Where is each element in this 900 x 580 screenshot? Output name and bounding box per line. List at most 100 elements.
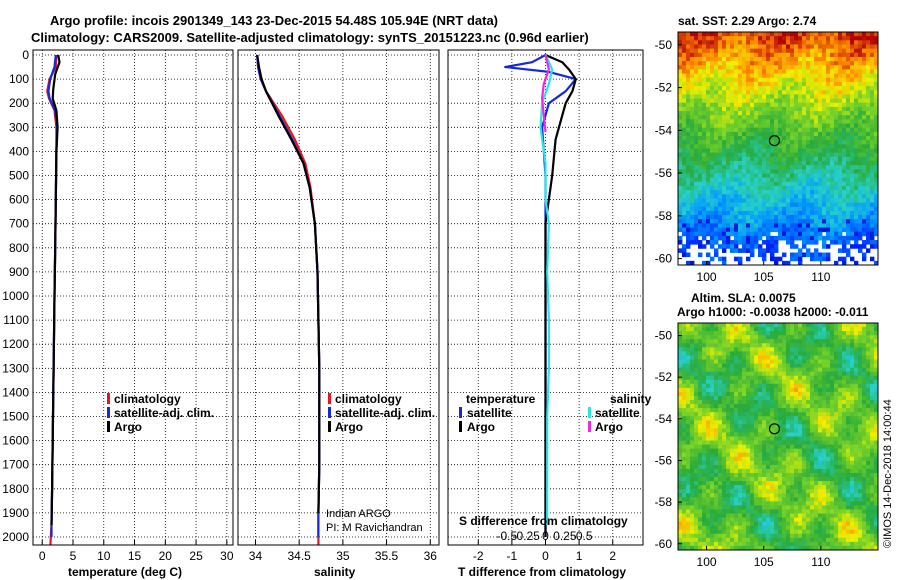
heatmap-cell — [702, 408, 707, 413]
heatmap-cell — [838, 185, 843, 191]
heatmap-cell — [730, 131, 735, 137]
heatmap-cell — [734, 235, 739, 241]
heatmap-cell — [730, 456, 735, 462]
heatmap-cell — [722, 210, 727, 216]
heatmap-cell — [842, 215, 847, 220]
heatmap-cell — [698, 136, 703, 141]
heatmap-cell — [854, 477, 859, 482]
heatmap-cell — [798, 351, 803, 356]
heatmap-cell — [678, 86, 683, 91]
heatmap-cell — [870, 375, 875, 381]
heatmap-cell — [818, 190, 823, 195]
heatmap-cell — [850, 36, 855, 41]
heatmap-cell — [754, 219, 759, 224]
heatmap-cell — [870, 383, 875, 389]
legend-swatch-s-argo — [588, 421, 591, 432]
heatmap-cell — [822, 61, 827, 66]
heatmap-cell — [818, 94, 823, 99]
heatmap-cell — [838, 464, 843, 470]
heatmap-cell — [850, 61, 855, 66]
heatmap-cell — [774, 56, 779, 62]
heatmap-cell — [814, 485, 819, 490]
heatmap-cell — [846, 335, 851, 340]
heatmap-cell — [686, 56, 691, 62]
heatmap-cell — [850, 190, 855, 195]
heatmap-cell — [802, 440, 807, 445]
heatmap-cell — [706, 185, 711, 191]
heatmap-cell — [790, 460, 795, 466]
heatmap-cell — [714, 367, 719, 373]
heatmap-cell — [870, 464, 875, 470]
heatmap-cell — [854, 44, 859, 50]
heatmap-cell — [686, 468, 691, 474]
heatmap-cell — [830, 36, 835, 41]
heatmap-cell — [714, 404, 719, 409]
heatmap-cell — [854, 335, 859, 340]
heatmap-cell — [842, 335, 847, 340]
heatmap-cell — [814, 44, 819, 50]
heatmap-cell — [726, 61, 731, 66]
heatmap-cell — [818, 169, 823, 174]
heatmap-cell — [790, 485, 795, 490]
heatmap-cell — [778, 339, 783, 344]
heatmap-cell — [822, 355, 827, 360]
heatmap-cell — [730, 387, 735, 393]
heatmap-cell — [810, 227, 815, 233]
heatmap-cell — [846, 127, 851, 133]
heatmap-cell — [690, 123, 695, 129]
heatmap-cell — [738, 391, 743, 397]
heatmap-cell — [678, 48, 683, 54]
heatmap-cell — [842, 400, 847, 405]
heatmap-cell — [738, 181, 743, 187]
heatmap-cell — [734, 90, 739, 95]
heatmap-cell — [710, 136, 715, 141]
heatmap-cell — [718, 468, 723, 474]
heatmap-cell — [794, 343, 799, 348]
heatmap-cell — [738, 387, 743, 393]
heatmap-cell — [750, 177, 755, 183]
heatmap-cell — [842, 177, 847, 183]
heatmap-cell — [830, 375, 835, 381]
heatmap-cell — [806, 391, 811, 397]
heatmap-cell — [698, 493, 703, 498]
heatmap-cell — [870, 98, 875, 104]
heatmap-cell — [690, 40, 695, 45]
heatmap-cell — [806, 36, 811, 41]
heatmap-cell — [770, 81, 775, 87]
heatmap-cell — [714, 444, 719, 450]
heatmap-cell — [786, 477, 791, 482]
heatmap-cell — [866, 206, 871, 212]
heatmap-cell — [850, 136, 855, 141]
heatmap-cell — [690, 160, 695, 166]
heatmap-cell — [746, 420, 751, 425]
heatmap-cell — [750, 395, 755, 401]
heatmap-cell — [774, 219, 779, 224]
s-tick-label: 0.25 — [553, 529, 577, 543]
heatmap-cell — [778, 379, 783, 385]
heatmap-cell — [694, 420, 699, 425]
heatmap-cell — [682, 436, 687, 441]
heatmap-cell — [750, 90, 755, 95]
heatmap-cell — [734, 387, 739, 393]
heatmap-cell — [790, 404, 795, 409]
heatmap-cell — [874, 156, 879, 162]
heatmap-cell — [814, 185, 819, 191]
heatmap-cell — [810, 371, 815, 377]
heatmap-cell — [778, 391, 783, 397]
heatmap-cell — [678, 52, 683, 58]
heatmap-cell — [842, 379, 847, 385]
heatmap-cell — [818, 52, 823, 58]
heatmap-cell — [790, 36, 795, 41]
heatmap-cell — [726, 156, 731, 162]
heatmap-cell — [874, 190, 879, 195]
heatmap-cell — [726, 375, 731, 381]
heatmap-cell — [846, 436, 851, 441]
y-tick-label: 400 — [9, 144, 29, 158]
heatmap-cell — [818, 355, 823, 360]
salinity-legend: climatology satellite-adj. clim. Argo — [328, 392, 435, 434]
heatmap-cell — [810, 240, 815, 245]
heatmap-cell — [806, 81, 811, 87]
heatmap-cell — [742, 331, 747, 336]
heatmap-cell — [854, 440, 859, 445]
heatmap-cell — [694, 160, 699, 166]
